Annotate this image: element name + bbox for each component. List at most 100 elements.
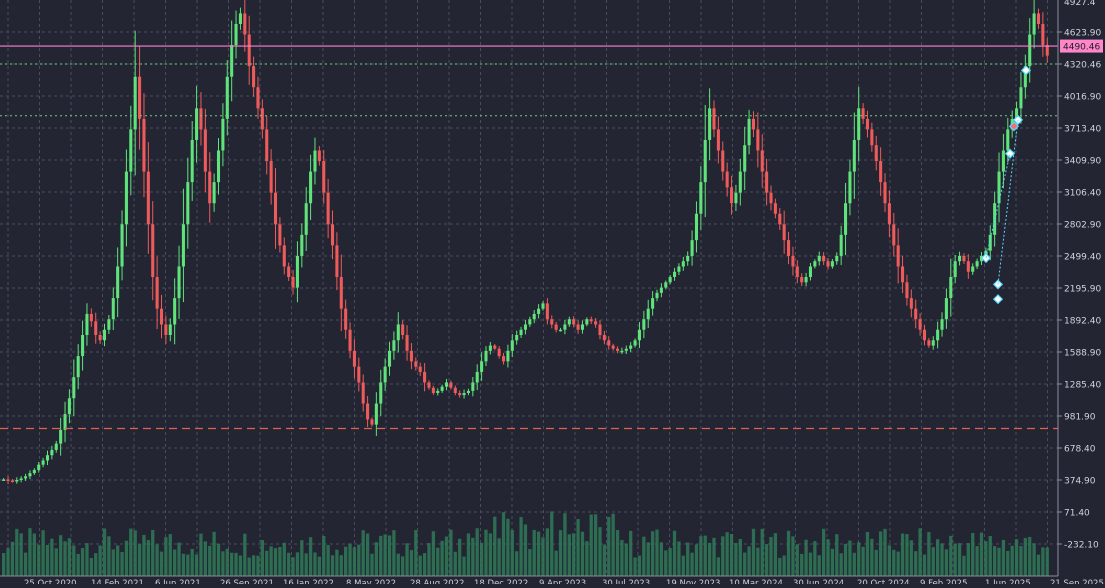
candle-down (905, 282, 909, 299)
candle-down (366, 403, 370, 420)
candle-up (295, 255, 299, 288)
candle-up (383, 366, 387, 383)
volume-bar (1032, 543, 1036, 576)
volume-bar (734, 543, 738, 576)
candle-down (317, 150, 321, 162)
candle-up (173, 298, 177, 325)
volume-bar (1014, 539, 1019, 576)
candle-up (480, 361, 484, 372)
volume-bar (699, 536, 703, 576)
price-tick-label: 2195.90 (1064, 285, 1101, 295)
volume-bar (458, 538, 462, 576)
candle-up (558, 329, 563, 332)
volume-bar (98, 545, 102, 576)
volume-bar (282, 542, 286, 576)
volume-bar (786, 530, 791, 576)
volume-bar (444, 536, 449, 576)
volume-bar (291, 557, 295, 576)
buy-marker (1020, 65, 1032, 76)
candle-up (72, 377, 76, 399)
candle-down (94, 321, 98, 336)
volume-bar (589, 514, 593, 576)
candle-up (971, 266, 975, 272)
volume-bar (791, 536, 795, 576)
date-tick-label: 19 Nov 2023 (666, 579, 720, 584)
date-tick-label: 8 May 2022 (346, 579, 396, 584)
candle-up (177, 266, 181, 299)
candle-down (883, 182, 887, 204)
candle-down (159, 308, 164, 325)
volume-bar (379, 535, 383, 576)
candle-down (887, 203, 891, 225)
candle-up (677, 266, 681, 272)
candle-down (1045, 45, 1049, 56)
date-tick-label: 9 Apr 2023 (539, 579, 586, 584)
candle-up (936, 329, 940, 341)
candle-up (300, 234, 304, 256)
candle-up (813, 261, 817, 267)
volume-bar (506, 518, 510, 576)
date-tick-label: 6 Jun 2021 (155, 579, 201, 584)
volume-bar (646, 542, 650, 576)
candle-down (861, 108, 865, 119)
candle-down (914, 308, 918, 320)
volume-bar (857, 542, 861, 576)
volume-bar (449, 529, 453, 576)
candle-up (931, 340, 935, 346)
candle-down (874, 145, 878, 162)
volume-bar (313, 552, 317, 576)
candle-up (839, 234, 843, 256)
volume-bar (550, 511, 554, 576)
candle-down (769, 192, 773, 204)
volume-bar (418, 555, 422, 576)
price-tick-label: 4016.90 (1064, 93, 1101, 103)
volume-bar (821, 528, 826, 576)
volume-bar (111, 549, 115, 576)
candle-down (501, 356, 506, 362)
candle-up (629, 345, 633, 349)
volume-bar (374, 542, 379, 576)
volume-bar (896, 551, 900, 576)
volume-bar (190, 548, 194, 576)
volume-bar (738, 538, 742, 576)
volume-bar (988, 536, 992, 576)
candle-up (488, 345, 492, 351)
candle-up (747, 118, 751, 146)
candle-down (370, 419, 374, 425)
candle-up (37, 464, 41, 470)
candle-up (537, 308, 541, 314)
volume-bar (870, 538, 874, 576)
candle-up (686, 255, 690, 262)
volume-bar (624, 543, 628, 576)
candle-up (466, 390, 470, 394)
volume-bar (431, 531, 436, 576)
buy-marker (1004, 148, 1016, 159)
candle-down (922, 329, 927, 341)
candle-up (190, 139, 194, 183)
candle-up (808, 266, 813, 278)
volume-bar (10, 541, 15, 576)
candle-down (252, 66, 256, 88)
date-tick-label: 9 Feb 2025 (920, 579, 968, 584)
volume-bar (712, 537, 716, 576)
candle-down (151, 224, 155, 278)
candle-down (782, 224, 786, 241)
candle-down (730, 187, 734, 204)
volume-bar (479, 542, 484, 576)
volume-bar (370, 553, 374, 576)
volume-bar (186, 554, 190, 576)
candle-up (24, 476, 28, 479)
volume-bar (142, 534, 146, 576)
date-tick-label: 30 Jul 2023 (602, 579, 650, 584)
candle-up (646, 308, 650, 320)
sell-marker (1008, 121, 1020, 132)
candle-up (690, 240, 694, 256)
volume-bar (580, 531, 585, 576)
candle-down (344, 308, 348, 330)
volume-bar (501, 512, 506, 576)
volume-bar (681, 555, 685, 576)
price-tick-label: 2499.40 (1064, 253, 1101, 263)
volume-bar (216, 543, 221, 576)
volume-bar (760, 528, 764, 576)
volume-bar (515, 551, 519, 576)
